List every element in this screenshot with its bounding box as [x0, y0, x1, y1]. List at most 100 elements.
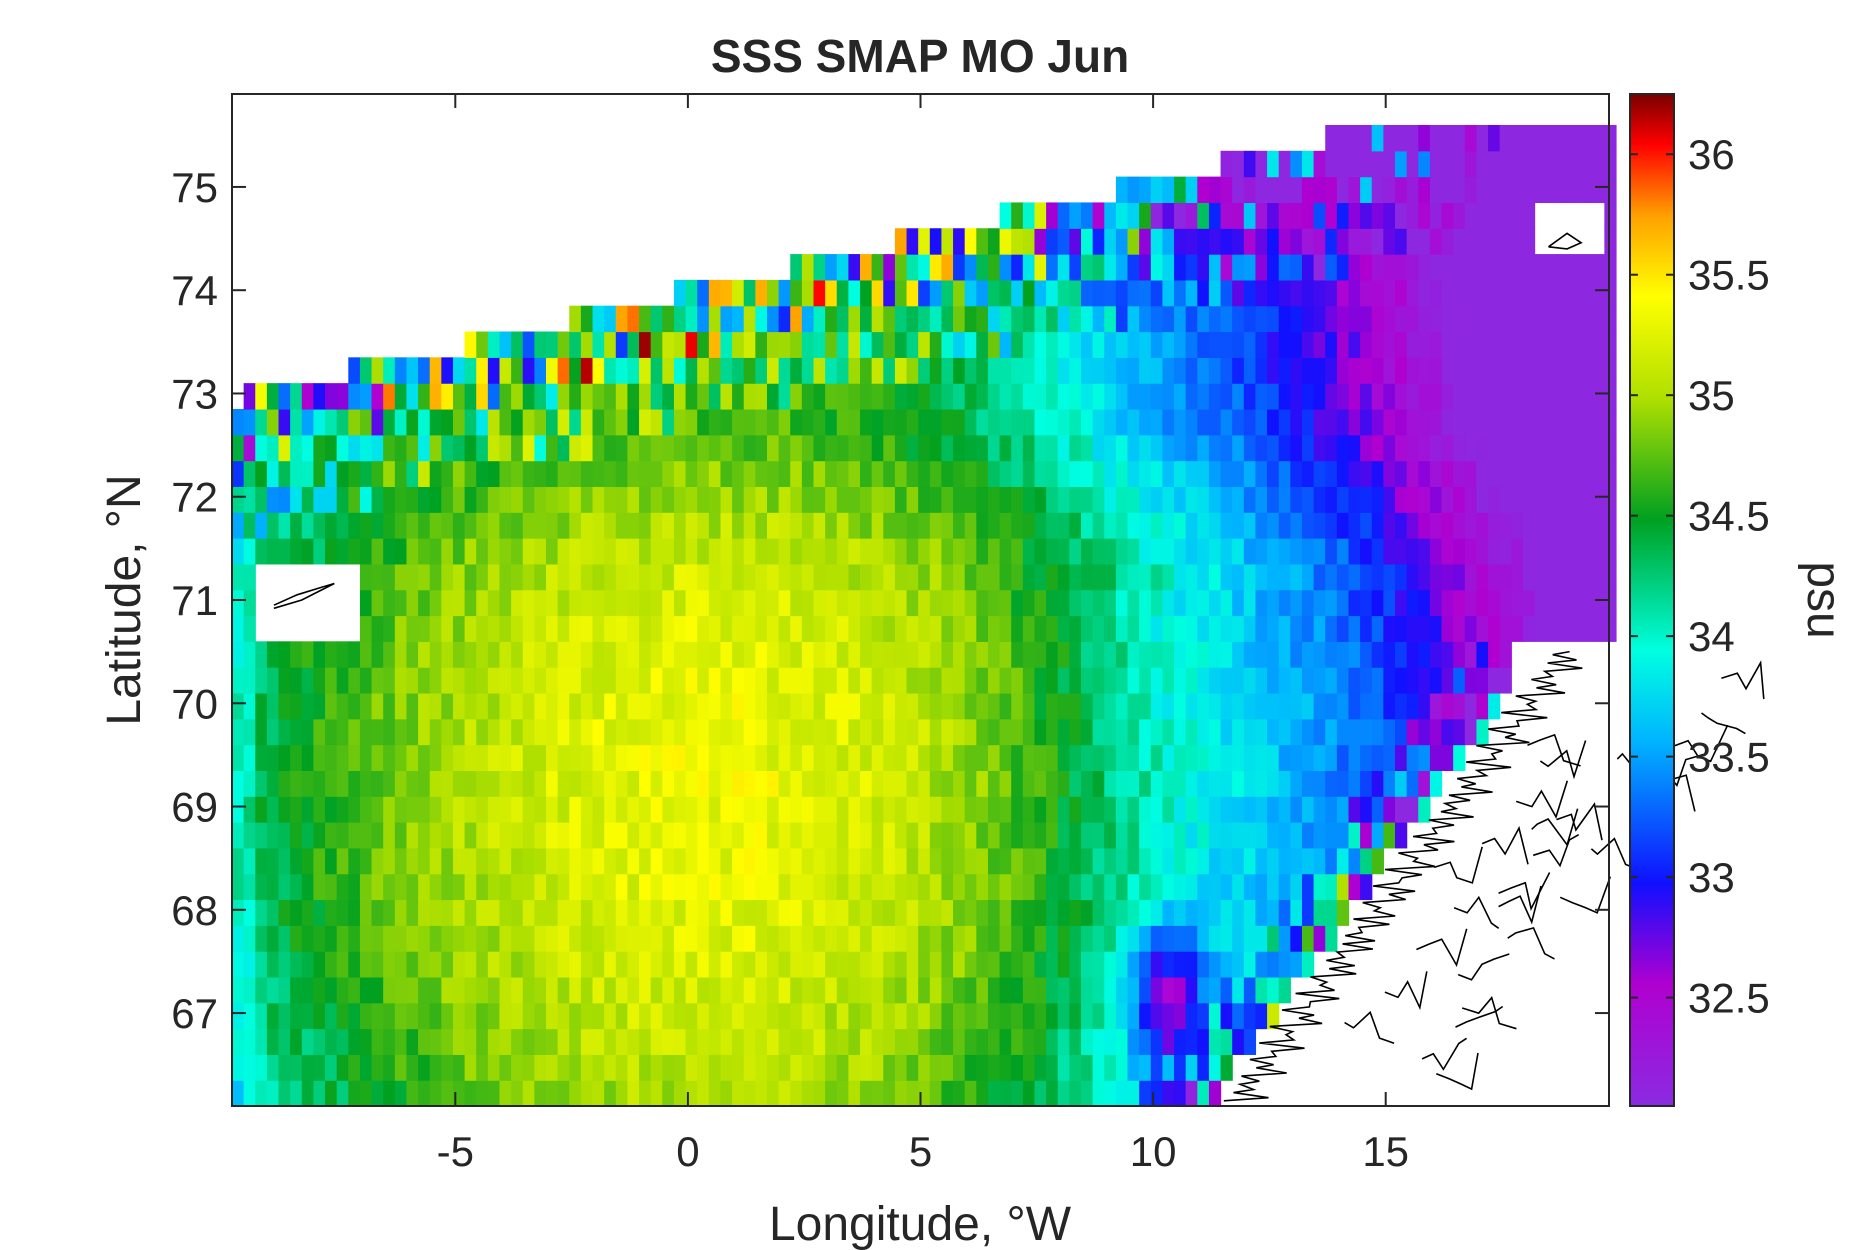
heatmap-cell	[848, 1028, 861, 1055]
heatmap-cell	[232, 822, 245, 849]
y-axis-label: Latitude, °N	[98, 474, 151, 725]
heatmap-cell	[743, 925, 756, 952]
heatmap-cell	[1150, 873, 1164, 901]
heatmap-cell	[615, 1028, 629, 1055]
heatmap-cell	[243, 899, 256, 926]
heatmap-cell	[1301, 408, 1315, 436]
heatmap-cell	[1604, 538, 1617, 565]
heatmap-cell	[476, 1054, 489, 1081]
heatmap-cell	[1278, 744, 1291, 771]
heatmap-cell	[918, 589, 931, 617]
heatmap-cell	[1360, 202, 1373, 229]
heatmap-cell	[1371, 176, 1384, 204]
heatmap-cell	[1115, 718, 1129, 746]
heatmap-cell	[569, 357, 582, 384]
heatmap-cell	[1046, 847, 1059, 875]
heatmap-cell	[836, 512, 849, 539]
heatmap-cell	[708, 718, 722, 746]
heatmap-cell	[1511, 279, 1524, 307]
heatmap-cell	[1208, 383, 1222, 410]
heatmap-cell	[1232, 383, 1245, 410]
heatmap-cell	[1011, 667, 1024, 694]
heatmap-cell	[801, 718, 815, 746]
heatmap-cell	[848, 641, 861, 668]
heatmap-cell	[1313, 615, 1326, 642]
heatmap-cell	[1371, 512, 1384, 539]
heatmap-cell	[1022, 796, 1036, 823]
heatmap-cell	[1534, 434, 1547, 462]
heatmap-cell	[708, 692, 722, 720]
heatmap-cell	[1197, 383, 1210, 410]
coastline-mainland	[1223, 650, 1583, 1102]
heatmap-cell	[499, 383, 512, 410]
heatmap-cell	[1441, 408, 1454, 436]
heatmap-cell	[1592, 408, 1605, 436]
heatmap-cell	[1557, 589, 1571, 617]
heatmap-cell	[1150, 279, 1164, 307]
heatmap-cell	[452, 718, 466, 746]
heatmap-cell	[848, 899, 861, 926]
heatmap-cell	[1092, 1080, 1105, 1107]
heatmap-cell	[1243, 692, 1257, 720]
heatmap-cell	[1022, 976, 1036, 1004]
heatmap-cell	[732, 770, 745, 797]
heatmap-cell	[1057, 434, 1070, 462]
heatmap-cell	[1034, 408, 1047, 436]
heatmap-cell	[1011, 563, 1024, 591]
heatmap-cell	[790, 770, 803, 797]
heatmap-cell	[604, 357, 617, 384]
heatmap-cell	[836, 873, 849, 901]
heatmap-cell	[383, 1080, 396, 1107]
heatmap-cell	[743, 899, 756, 926]
heatmap-cell	[464, 512, 477, 539]
heatmap-cell	[1115, 822, 1129, 849]
colorbar-label: psu	[1797, 561, 1850, 638]
coastline-fjord	[1461, 996, 1517, 1030]
heatmap-cell	[1104, 925, 1117, 952]
heatmap-cell	[290, 667, 303, 694]
heatmap-cell	[929, 899, 943, 926]
heatmap-cell	[1511, 331, 1524, 358]
heatmap-cell	[1104, 563, 1117, 591]
heatmap-cell	[336, 796, 349, 823]
heatmap-cell	[1522, 615, 1536, 642]
heatmap-cell	[441, 615, 454, 642]
heatmap-cell	[953, 383, 966, 410]
heatmap-cell	[976, 254, 989, 281]
heatmap-cell	[1418, 305, 1431, 333]
heatmap-cell	[383, 976, 396, 1004]
heatmap-cell	[1150, 538, 1164, 565]
heatmap-cell	[429, 538, 442, 565]
heatmap-cell	[1395, 150, 1408, 178]
heatmap-cell	[1360, 873, 1373, 901]
heatmap-cell	[1011, 254, 1024, 281]
heatmap-cell	[1267, 899, 1280, 926]
heatmap-cell	[1511, 589, 1524, 617]
y-tick-label: 73	[171, 370, 218, 417]
heatmap-cell	[778, 460, 791, 488]
heatmap-cell	[860, 641, 873, 668]
heatmap-cell	[1371, 718, 1384, 746]
heatmap-cell	[964, 460, 977, 488]
heatmap-cell	[743, 822, 756, 849]
heatmap-cell	[999, 460, 1012, 488]
heatmap-cell	[860, 1080, 873, 1107]
heatmap-cell	[953, 667, 966, 694]
heatmap-cell	[1581, 589, 1594, 617]
heatmap-cell	[1115, 976, 1129, 1004]
heatmap-cell	[255, 383, 268, 410]
heatmap-cell	[708, 951, 722, 978]
heatmap-cell	[697, 1080, 710, 1107]
heatmap-cell	[1174, 899, 1187, 926]
heatmap-cell	[650, 383, 663, 410]
heatmap-cell	[953, 976, 966, 1004]
heatmap-cell	[441, 744, 454, 771]
heatmap-cell	[1453, 692, 1466, 720]
heatmap-cell	[1092, 925, 1105, 952]
heatmap-cell	[639, 512, 652, 539]
heatmap-cell	[290, 538, 303, 565]
heatmap-cell	[1220, 718, 1233, 746]
heatmap-cell	[476, 615, 489, 642]
heatmap-cell	[1255, 512, 1268, 539]
heatmap-cell	[1197, 228, 1210, 255]
